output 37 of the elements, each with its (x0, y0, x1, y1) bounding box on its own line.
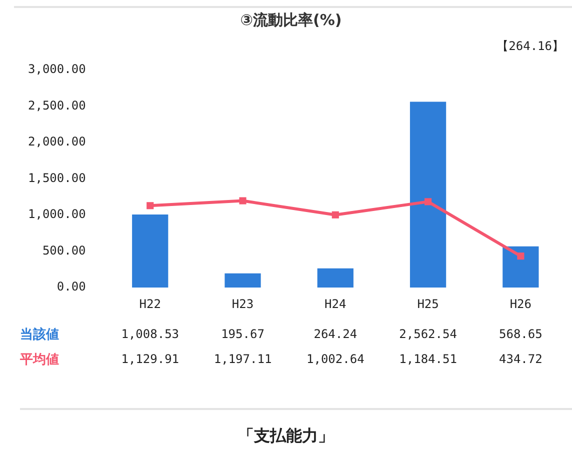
data-label: 264.24 (314, 327, 358, 342)
y-tick-label: 500.00 (42, 243, 86, 258)
data-label: 1,002.64 (306, 352, 364, 366)
bar (224, 273, 261, 288)
data-label: 2,562.54 (399, 327, 457, 342)
data-label: 1,008.53 (121, 327, 180, 342)
point (332, 211, 339, 218)
text: 【264.16】 (496, 38, 564, 55)
bar (317, 268, 354, 288)
x-tick-label: H22 (139, 296, 161, 311)
data-label: 1,184.51 (399, 352, 457, 366)
y-tick-label: 2,000.00 (28, 134, 86, 149)
bar (502, 246, 539, 288)
text: 平均値 (19, 352, 59, 368)
data-label: 568.65 (499, 327, 542, 342)
point (146, 202, 154, 210)
point (239, 197, 246, 204)
y-tick-label: 3,000.00 (28, 62, 86, 76)
text: 当該値 (20, 326, 59, 342)
x-tick-label: H23 (232, 296, 254, 311)
bar (410, 102, 446, 288)
y-tick-label: 1,000.00 (28, 207, 86, 222)
bar (132, 214, 168, 288)
x-tick-label: H26 (510, 296, 532, 311)
point (517, 252, 524, 260)
data-label: 1,129.91 (121, 352, 180, 366)
y-tick-label: 1,500.00 (28, 170, 86, 185)
data-label: 1,197.11 (214, 352, 272, 366)
point (424, 198, 432, 206)
x-tick-label: H24 (324, 296, 346, 311)
x-tick-label: H25 (417, 296, 439, 311)
data-label: 195.67 (221, 327, 264, 342)
y-tick-label: 0.00 (56, 280, 86, 294)
data-label: 434.72 (499, 352, 542, 366)
chart-title: ③流動比率(%) (240, 10, 342, 29)
text: 「支払能力」 (237, 426, 335, 447)
y-tick-label: 2,500.00 (28, 98, 86, 112)
